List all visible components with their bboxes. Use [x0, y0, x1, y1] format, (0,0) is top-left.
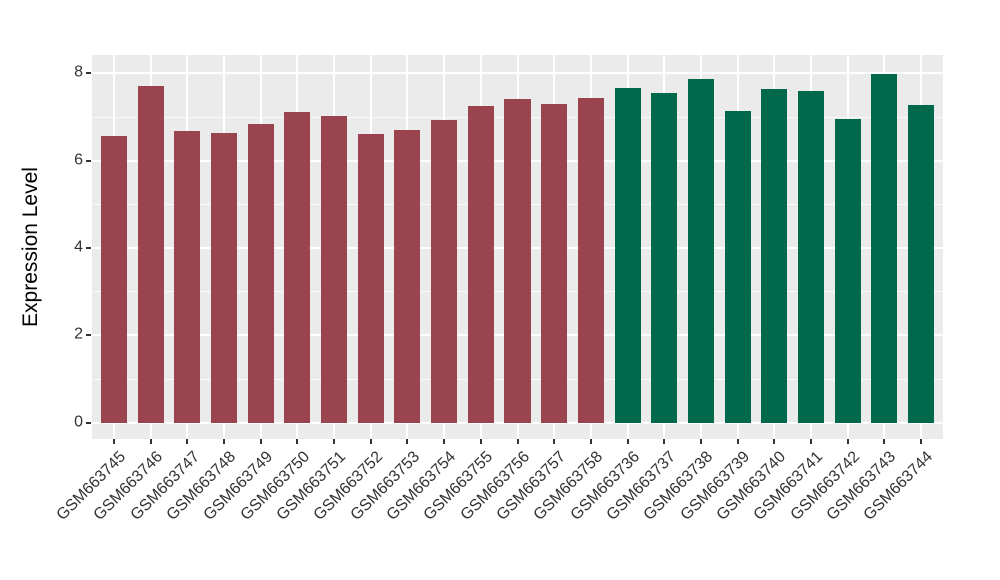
x-tick-mark-GSM663748	[223, 439, 226, 444]
y-tick-mark-4	[86, 247, 91, 250]
x-tick-mark-GSM663757	[553, 439, 556, 444]
bar-GSM663754	[431, 120, 458, 423]
x-tick-mark-GSM663756	[516, 439, 519, 444]
bar-GSM663746	[137, 85, 164, 423]
bar-GSM663757	[541, 103, 568, 423]
x-tick-mark-GSM663749	[259, 439, 262, 444]
bar-GSM663749	[247, 123, 274, 423]
bar-GSM663750	[284, 111, 311, 423]
x-tick-mark-GSM663740	[773, 439, 776, 444]
x-tick-mark-GSM663744	[919, 439, 922, 444]
y-tick-label-0: 0	[74, 413, 83, 431]
plot-panel	[92, 55, 943, 439]
x-tick-mark-GSM663741	[809, 439, 812, 444]
bar-GSM663736	[614, 88, 641, 423]
bar-GSM663758	[577, 98, 604, 423]
x-tick-mark-GSM663743	[883, 439, 886, 444]
x-tick-mark-GSM663747	[186, 439, 189, 444]
x-tick-mark-GSM663755	[479, 439, 482, 444]
y-tick-label-6: 6	[74, 151, 83, 169]
bar-GSM663738	[687, 79, 714, 423]
y-tick-mark-6	[86, 159, 91, 162]
bar-GSM663740	[761, 88, 788, 423]
x-tick-mark-GSM663750	[296, 439, 299, 444]
bar-GSM663752	[357, 133, 384, 423]
x-tick-mark-GSM663751	[333, 439, 336, 444]
x-tick-mark-GSM663753	[406, 439, 409, 444]
y-tick-label-4: 4	[74, 238, 83, 256]
bar-GSM663747	[174, 131, 201, 423]
bar-GSM663753	[394, 130, 421, 423]
bar-GSM663739	[724, 111, 751, 423]
bar-GSM663755	[467, 105, 494, 423]
y-tick-label-2: 2	[74, 326, 83, 344]
bar-GSM663748	[211, 132, 238, 423]
bar-GSM663751	[321, 116, 348, 423]
x-tick-mark-GSM663739	[736, 439, 739, 444]
bar-GSM663742	[834, 118, 861, 423]
y-tick-mark-8	[86, 72, 91, 75]
bar-GSM663744	[907, 104, 934, 423]
x-tick-mark-GSM663754	[443, 439, 446, 444]
x-tick-mark-GSM663752	[369, 439, 372, 444]
bar-GSM663741	[797, 91, 824, 423]
bar-GSM663737	[651, 93, 678, 423]
x-tick-mark-GSM663737	[663, 439, 666, 444]
x-tick-mark-GSM663742	[846, 439, 849, 444]
x-tick-mark-GSM663758	[589, 439, 592, 444]
bar-GSM663745	[100, 135, 128, 423]
bar-GSM663743	[871, 73, 898, 423]
x-tick-mark-GSM663736	[626, 439, 629, 444]
x-tick-mark-GSM663745	[113, 439, 115, 444]
bar-GSM663756	[504, 98, 531, 423]
x-tick-mark-GSM663746	[149, 439, 152, 444]
y-tick-mark-2	[86, 334, 91, 337]
y-tick-label-8: 8	[74, 64, 83, 82]
x-tick-mark-GSM663738	[699, 439, 702, 444]
y-tick-mark-0	[86, 421, 91, 424]
